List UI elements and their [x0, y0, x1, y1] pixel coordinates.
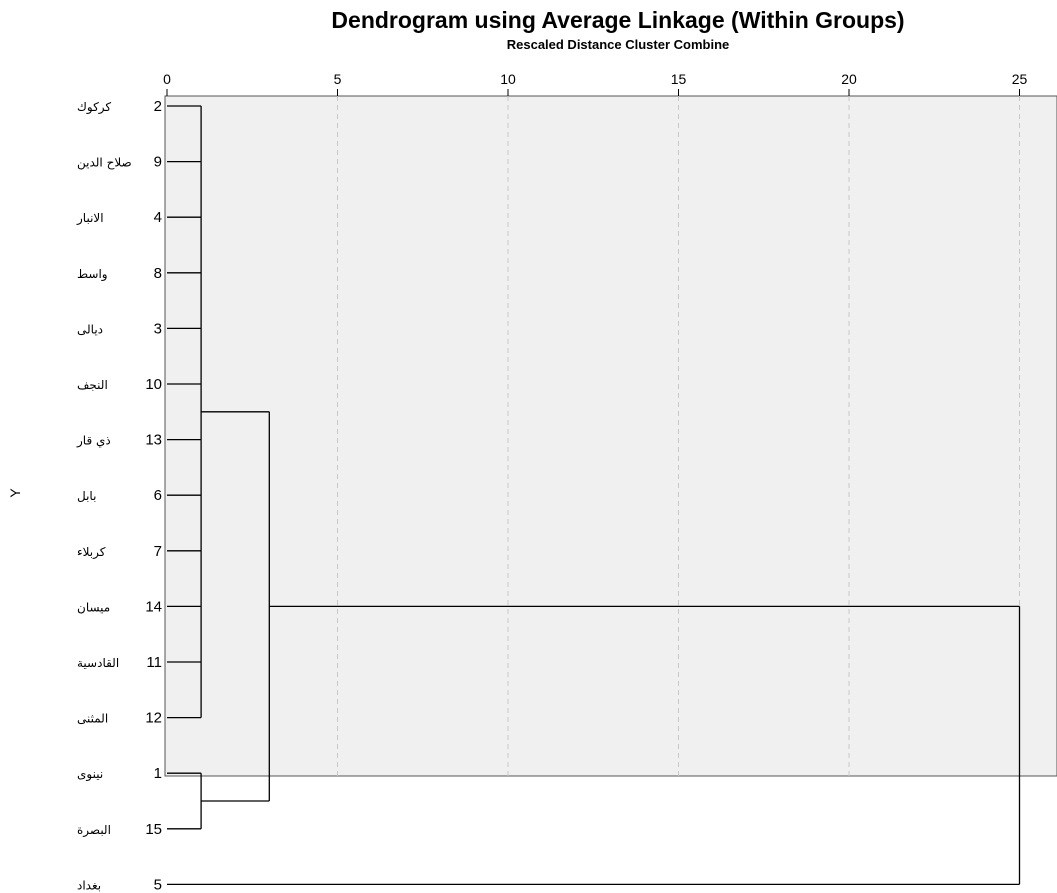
x-tick-label: 15	[671, 71, 687, 87]
leaf-label: كركوك	[77, 100, 111, 115]
leaf-label: ذي قار	[76, 434, 111, 449]
leaf-case-number: 2	[154, 98, 162, 115]
leaf-case-number: 12	[145, 710, 162, 727]
x-tick-label: 5	[334, 71, 342, 87]
leaf-label: النجف	[77, 378, 108, 392]
plot-background	[164, 95, 1057, 777]
leaf-case-number: 14	[145, 598, 162, 615]
leaf-case-number: 11	[146, 654, 162, 671]
leaf-label: واسط	[77, 267, 108, 282]
leaf-label: القادسية	[77, 656, 119, 670]
leaf-label: بغداد	[77, 878, 101, 892]
leaf-label: ديالى	[77, 322, 103, 336]
chart-title: Dendrogram using Average Linkage (Within…	[331, 7, 904, 33]
x-tick-label: 25	[1012, 71, 1028, 87]
leaf-label: كربلاء	[77, 545, 106, 560]
leaf-case-number: 6	[154, 487, 162, 504]
leaf-label: صلاح الدين	[77, 156, 132, 171]
leaf-label: البصرة	[77, 823, 111, 838]
leaf-label: بابل	[77, 489, 96, 503]
y-axis-label: Y	[7, 488, 23, 498]
x-tick-label: 20	[841, 71, 857, 87]
leaf-label: الانبار	[76, 211, 104, 226]
x-tick-label: 10	[500, 71, 516, 87]
leaf-case-number: 15	[145, 821, 162, 838]
leaf-case-number: 5	[154, 876, 162, 893]
leaf-label: ميسان	[77, 600, 110, 614]
leaf-label: نينوى	[77, 767, 103, 782]
leaf-case-number: 4	[154, 209, 162, 226]
leaf-case-number: 13	[145, 432, 162, 449]
leaf-case-number: 7	[154, 543, 162, 560]
leaf-case-number: 10	[145, 376, 162, 393]
x-tick-label: 0	[163, 71, 171, 87]
chart-subtitle: Rescaled Distance Cluster Combine	[507, 37, 730, 52]
leaf-case-number: 3	[154, 320, 162, 337]
leaf-case-number: 8	[154, 265, 162, 282]
leaf-case-number: 1	[154, 765, 162, 782]
leaf-case-number: 9	[154, 154, 162, 171]
leaf-label: المثنى	[77, 712, 108, 726]
